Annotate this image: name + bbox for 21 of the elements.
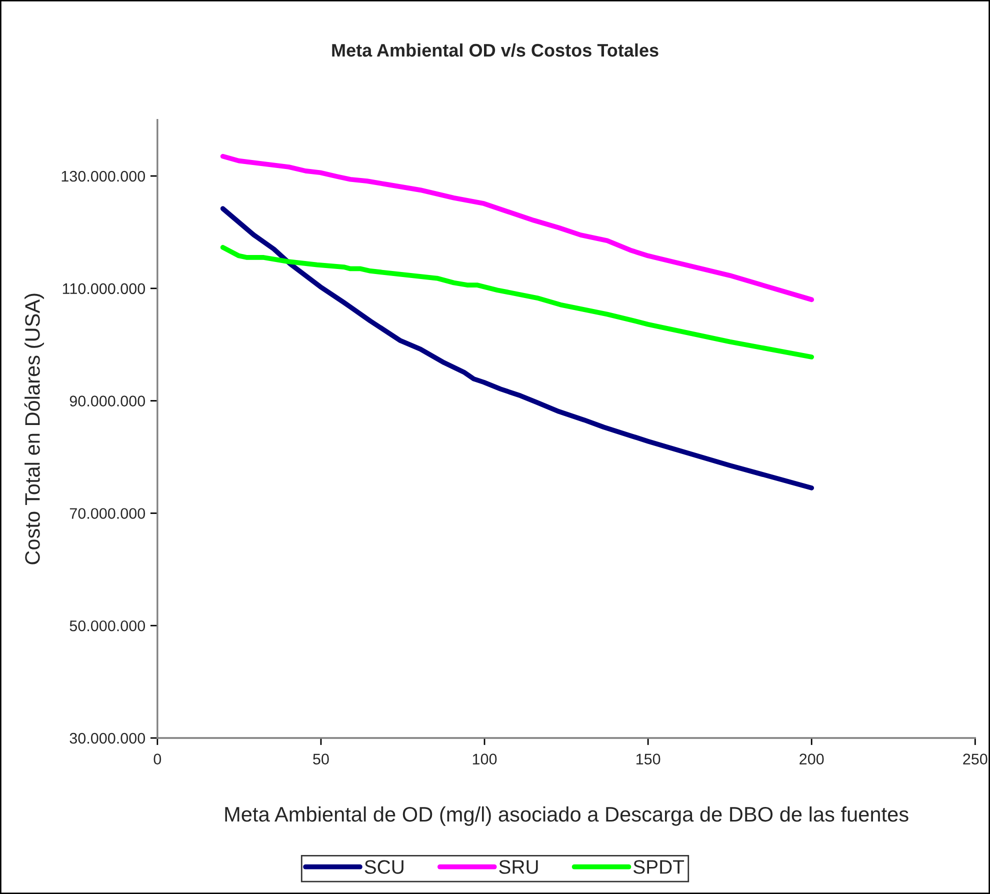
x-tick-label: 50 (313, 754, 329, 764)
y-tick-label: 70.000.000 (70, 508, 146, 519)
x-tick-label: 250 (963, 754, 988, 764)
line-series (220, 154, 814, 302)
chart-title: Meta Ambiental OD v/s Costos Totales (332, 43, 658, 57)
y-tick-label: 50.000.000 (70, 620, 146, 632)
legend-label: SPDT (634, 860, 684, 874)
legend-label: SCU (364, 860, 404, 874)
x-tick-label: 100 (472, 754, 497, 764)
y-tick-label: 90.000.000 (70, 396, 146, 406)
line-series (220, 206, 814, 490)
y-tick-label: 30.000.000 (70, 732, 146, 744)
y-tick-label: 130.000.000 (62, 170, 146, 182)
y-axis-title: Costo Total en Dólares (USA) (24, 294, 44, 564)
x-tick-label: 0 (154, 754, 162, 764)
x-tick-label: 150 (636, 754, 660, 764)
line-series (220, 244, 814, 360)
y-tick-label: 110.000.000 (62, 283, 146, 294)
x-axis-title: Meta Ambiental de OD (mg/l) asociado a Descarga de DBO de las fuentes (225, 806, 908, 826)
x-tick-label: 200 (800, 754, 824, 764)
legend-label: SRU (499, 860, 538, 874)
